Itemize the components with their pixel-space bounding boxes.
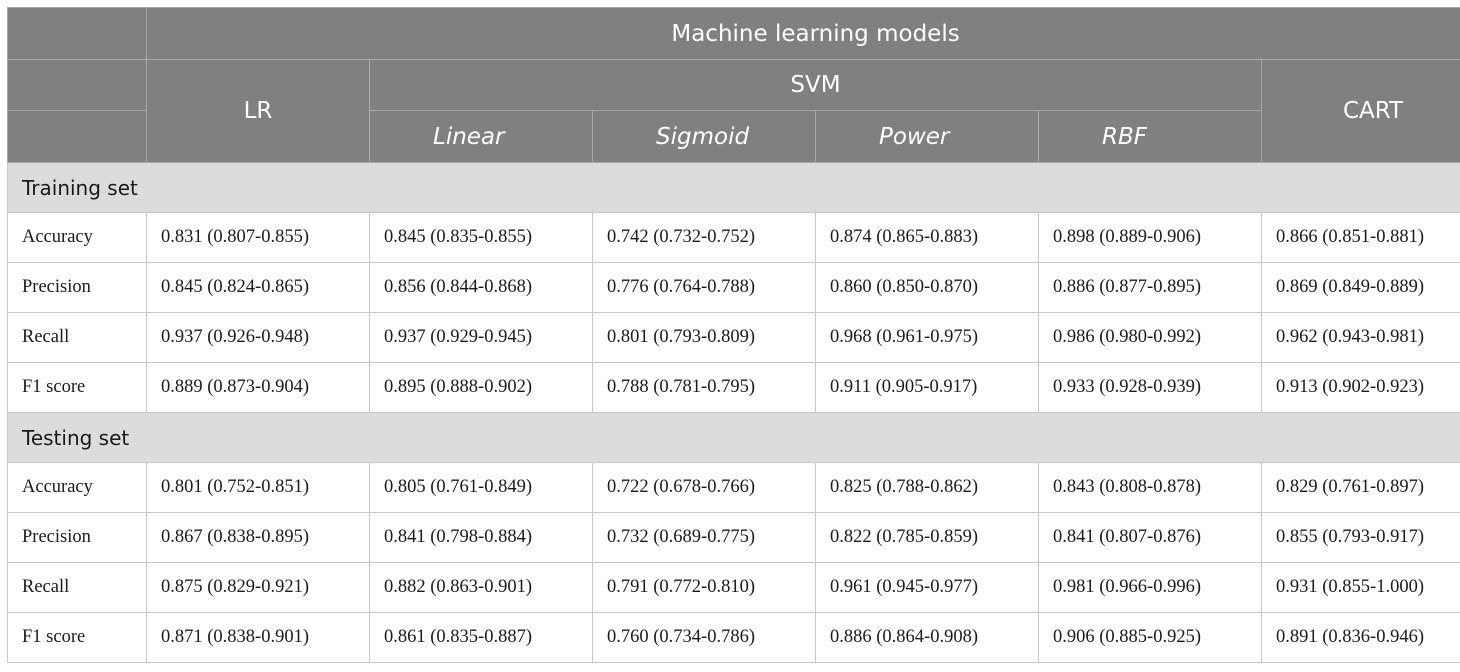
table-cell: 0.931 (0.855-1.000) [1260, 562, 1460, 613]
metric-label: F1 score [7, 362, 147, 413]
table-cell: 0.805 (0.761-0.849) [369, 462, 593, 513]
table-cell: 0.831 (0.807-0.855) [146, 212, 370, 263]
header-row-2: LR SVM CART [7, 59, 1460, 163]
table-row: F1 score 0.889 (0.873-0.904) 0.895 (0.88… [7, 362, 1460, 413]
table-cell: 0.895 (0.888-0.902) [369, 362, 593, 413]
table-cell: 0.732 (0.689-0.775) [592, 512, 816, 563]
header-lr: LR [146, 59, 370, 163]
table-cell: 0.829 (0.761-0.897) [1260, 462, 1460, 513]
table-row: Accuracy 0.801 (0.752-0.851) 0.805 (0.76… [7, 462, 1460, 513]
table-cell: 0.856 (0.844-0.868) [369, 262, 593, 313]
header-row-3: Linear Sigmoid Power RBF [7, 110, 1460, 163]
table-cell: 0.882 (0.863-0.901) [369, 562, 593, 613]
header-corner-1 [7, 7, 147, 60]
table-cell: 0.898 (0.889-0.906) [1038, 212, 1262, 263]
metric-label: Accuracy [7, 212, 147, 263]
header-machine-learning-models: Machine learning models [145, 7, 1460, 60]
metric-label: Recall [7, 312, 147, 363]
table-cell: 0.801 (0.793-0.809) [592, 312, 816, 363]
table-cell: 0.891 (0.836-0.946) [1260, 612, 1460, 663]
table-row: Precision 0.845 (0.824-0.865) 0.856 (0.8… [7, 262, 1460, 313]
table-cell: 0.869 (0.849-0.889) [1260, 262, 1460, 313]
header-cart: CART [1260, 59, 1460, 163]
metric-label: Recall [7, 562, 147, 613]
table-cell: 0.822 (0.785-0.859) [815, 512, 1039, 563]
table-cell: 0.911 (0.905-0.917) [815, 362, 1039, 413]
table-row: F1 score 0.871 (0.838-0.901) 0.861 (0.83… [7, 612, 1460, 663]
table-cell: 0.843 (0.808-0.878) [1038, 462, 1262, 513]
table-cell: 0.874 (0.865-0.883) [815, 212, 1039, 263]
metric-label: Precision [7, 262, 147, 313]
header-corner-2 [7, 59, 147, 111]
table-cell: 0.791 (0.772-0.810) [592, 562, 816, 613]
table-cell: 0.906 (0.885-0.925) [1038, 612, 1262, 663]
section-row-training: Training set [6, 162, 1460, 213]
metric-label: Accuracy [7, 462, 147, 513]
table-cell: 0.981 (0.966-0.996) [1038, 562, 1262, 613]
model-performance-table: Machine learning models LR SVM CART Line… [6, 7, 1460, 663]
table-cell: 0.841 (0.798-0.884) [369, 512, 593, 563]
header-corner-3 [7, 110, 147, 163]
table-cell: 0.742 (0.732-0.752) [592, 212, 816, 263]
table-row: Accuracy 0.831 (0.807-0.855) 0.845 (0.83… [7, 212, 1460, 263]
metric-label: F1 score [7, 612, 147, 663]
header-kernel-sigmoid: Sigmoid [592, 110, 816, 163]
table-cell: 0.867 (0.838-0.895) [146, 512, 370, 563]
table-cell: 0.871 (0.838-0.901) [146, 612, 370, 663]
table-cell: 0.875 (0.829-0.921) [146, 562, 370, 613]
header-row-1: Machine learning models [7, 7, 1460, 60]
table-cell: 0.776 (0.764-0.788) [592, 262, 816, 313]
table-row: Recall 0.937 (0.926-0.948) 0.937 (0.929-… [7, 312, 1460, 363]
table-cell: 0.722 (0.678-0.766) [592, 462, 816, 513]
table-cell: 0.855 (0.793-0.917) [1260, 512, 1460, 563]
table-cell: 0.937 (0.926-0.948) [146, 312, 370, 363]
table-cell: 0.860 (0.850-0.870) [815, 262, 1039, 313]
section-title: Training set [6, 162, 1460, 213]
header-svm: SVM [369, 59, 1262, 111]
section-title: Testing set [6, 412, 1460, 463]
table-cell: 0.961 (0.945-0.977) [815, 562, 1039, 613]
table-cell: 0.886 (0.864-0.908) [815, 612, 1039, 663]
table-cell: 0.962 (0.943-0.981) [1260, 312, 1460, 363]
table-cell: 0.801 (0.752-0.851) [146, 462, 370, 513]
table-cell: 0.968 (0.961-0.975) [815, 312, 1039, 363]
table-cell: 0.986 (0.980-0.992) [1038, 312, 1262, 363]
results-table-container: Machine learning models LR SVM CART Line… [6, 7, 1460, 663]
table-cell: 0.825 (0.788-0.862) [815, 462, 1039, 513]
table-cell: 0.937 (0.929-0.945) [369, 312, 593, 363]
table-cell: 0.841 (0.807-0.876) [1038, 512, 1262, 563]
table-cell: 0.866 (0.851-0.881) [1260, 212, 1460, 263]
table-cell: 0.933 (0.928-0.939) [1038, 362, 1262, 413]
table-row: Precision 0.867 (0.838-0.895) 0.841 (0.7… [7, 512, 1460, 563]
table-cell: 0.889 (0.873-0.904) [146, 362, 370, 413]
header-kernel-rbf: RBF [1038, 110, 1262, 163]
table-cell: 0.913 (0.902-0.923) [1260, 362, 1460, 413]
header-kernel-linear: Linear [369, 110, 593, 163]
table-cell: 0.861 (0.835-0.887) [369, 612, 593, 663]
section-row-testing: Testing set [6, 412, 1460, 463]
table-cell: 0.845 (0.824-0.865) [146, 262, 370, 313]
header-kernel-power: Power [815, 110, 1039, 163]
metric-label: Precision [7, 512, 147, 563]
table-cell: 0.788 (0.781-0.795) [592, 362, 816, 413]
table-cell: 0.886 (0.877-0.895) [1038, 262, 1262, 313]
table-cell: 0.760 (0.734-0.786) [592, 612, 816, 663]
table-cell: 0.845 (0.835-0.855) [369, 212, 593, 263]
table-row: Recall 0.875 (0.829-0.921) 0.882 (0.863-… [7, 562, 1460, 613]
